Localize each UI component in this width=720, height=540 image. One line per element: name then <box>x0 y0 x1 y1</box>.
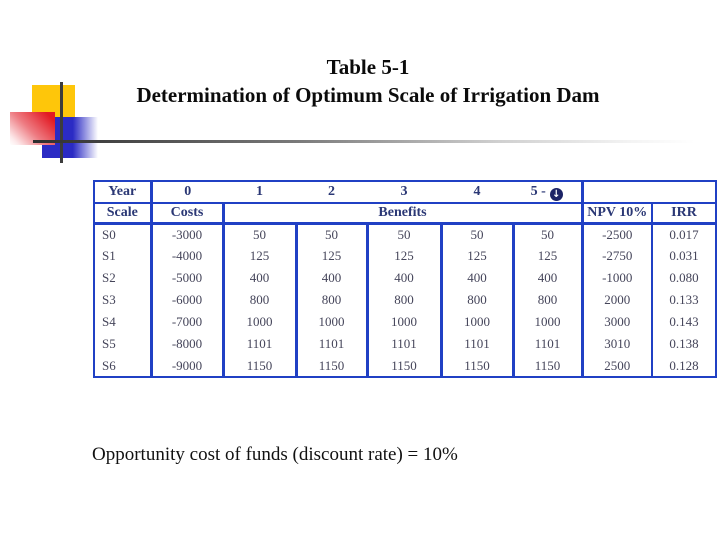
benefit-cell: 1101 <box>296 333 369 355</box>
benefit-cell: 50 <box>513 223 584 245</box>
benefit-cell: 125 <box>296 245 369 267</box>
costs-cell: -8000 <box>151 333 225 355</box>
scale-cell: S3 <box>94 289 153 311</box>
table-row: S4 -7000 1000 1000 1000 1000 1000 3000 0.143 <box>94 311 716 333</box>
benefit-cell: 800 <box>441 289 515 311</box>
benefit-cell: 800 <box>223 289 298 311</box>
header-year-label: Year <box>94 181 153 204</box>
benefit-cell: 1101 <box>513 333 584 355</box>
scale-cell: S5 <box>94 333 153 355</box>
costs-cell: -7000 <box>151 311 225 333</box>
table-row: S5 -8000 1101 1101 1101 1101 1101 3010 0.138 <box>94 333 716 355</box>
benefit-cell: 400 <box>441 267 515 289</box>
benefit-cell: 125 <box>223 245 298 267</box>
scale-cell: S6 <box>94 355 153 377</box>
costs-cell: -9000 <box>151 355 225 377</box>
irrigation-dam-table: Year 0 1 2 3 4 5 - Scale Costs Benefits … <box>93 180 717 378</box>
divider-line <box>33 140 695 143</box>
benefit-cell: 1000 <box>513 311 584 333</box>
table-header-labels: Scale Costs Benefits NPV 10% IRR <box>94 203 716 225</box>
header-scale: Scale <box>94 203 153 225</box>
benefit-cell: 800 <box>513 289 584 311</box>
costs-cell: -5000 <box>151 267 225 289</box>
table-row: S2 -5000 400 400 400 400 400 -1000 0.080 <box>94 267 716 289</box>
benefit-cell: 400 <box>296 267 369 289</box>
table-body: Year 0 1 2 3 4 5 - Scale Costs Benefits … <box>94 181 716 377</box>
benefit-cell: 1000 <box>223 311 298 333</box>
benefit-cell: 1150 <box>223 355 298 377</box>
decor-red-square <box>10 112 55 145</box>
irr-cell: 0.133 <box>669 292 699 307</box>
title-line-2: Determination of Optimum Scale of Irriga… <box>136 83 600 107</box>
benefit-cell: 1150 <box>296 355 369 377</box>
decor-vertical-line <box>60 82 63 163</box>
npv-cell: -2500 <box>582 223 653 245</box>
table-row: S6 -9000 1150 1150 1150 1150 1150 2500 0.128 <box>94 355 716 377</box>
benefit-cell: 1150 <box>441 355 515 377</box>
benefit-cell: 800 <box>367 289 443 311</box>
title-line-1: Table 5-1 <box>326 55 410 79</box>
header-benefits: Benefits <box>223 203 584 225</box>
benefit-cell: 50 <box>441 223 515 245</box>
header-year-2: 2 <box>296 181 367 204</box>
benefit-cell: 1101 <box>223 333 298 355</box>
npv-cell: 2500 <box>582 355 653 377</box>
benefit-cell: 1000 <box>441 311 515 333</box>
benefit-cell: 1150 <box>513 355 584 377</box>
benefit-cell: 800 <box>296 289 369 311</box>
slide-caption: Opportunity cost of funds (discount rate… <box>92 444 458 465</box>
irr-cell: 0.031 <box>669 248 699 263</box>
scale-cell: S0 <box>94 223 153 245</box>
benefit-cell: 400 <box>513 267 584 289</box>
benefit-cell: 1150 <box>367 355 443 377</box>
irr-cell: 0.017 <box>669 226 699 242</box>
benefit-cell: 50 <box>367 223 443 245</box>
irr-cell: 0.080 <box>669 270 699 285</box>
costs-cell: -4000 <box>151 245 225 267</box>
npv-cell: 3010 <box>582 333 653 355</box>
header-costs: Costs <box>151 203 225 225</box>
benefit-cell: 1101 <box>441 333 515 355</box>
header-year-5: 5 - <box>513 181 584 204</box>
header-year-1: 1 <box>223 181 296 204</box>
table-header-years: Year 0 1 2 3 4 5 - <box>94 181 716 204</box>
npv-cell: 2000 <box>582 289 653 311</box>
benefit-cell: 1000 <box>367 311 443 333</box>
benefit-cell: 1000 <box>296 311 369 333</box>
irr-cell: 0.143 <box>669 314 699 329</box>
benefit-cell: 50 <box>296 223 369 245</box>
benefit-cell: 125 <box>367 245 443 267</box>
circled-down-arrow-icon <box>549 187 563 201</box>
slide-title: Table 5-1 Determination of Optimum Scale… <box>52 53 684 109</box>
benefit-cell: 125 <box>513 245 584 267</box>
scale-cell: S2 <box>94 267 153 289</box>
header-year-5-label: 5 - <box>530 183 546 199</box>
header-empty-cell <box>582 181 716 204</box>
table-row: S0 -3000 50 50 50 50 50 -2500 0.017 <box>94 223 716 245</box>
scale-cell: S1 <box>94 245 153 267</box>
npv-cell: 3000 <box>582 311 653 333</box>
benefit-cell: 50 <box>223 223 298 245</box>
header-npv: NPV 10% <box>582 203 653 225</box>
header-irr: IRR <box>652 203 716 225</box>
header-year-0: 0 <box>151 181 223 204</box>
costs-cell: -6000 <box>151 289 225 311</box>
costs-cell: -3000 <box>151 223 225 245</box>
table-row: S1 -4000 125 125 125 125 125 -2750 0.031 <box>94 245 716 267</box>
benefit-cell: 400 <box>367 267 443 289</box>
table-row: S3 -6000 800 800 800 800 800 2000 0.133 <box>94 289 716 311</box>
benefit-cell: 400 <box>223 267 298 289</box>
scale-cell: S4 <box>94 311 153 333</box>
npv-cell: -2750 <box>582 245 653 267</box>
irr-cell: 0.128 <box>669 357 699 373</box>
benefit-cell: 1101 <box>367 333 443 355</box>
irr-cell: 0.138 <box>669 336 699 351</box>
header-year-3: 3 <box>367 181 441 204</box>
header-year-4: 4 <box>441 181 513 204</box>
benefit-cell: 125 <box>441 245 515 267</box>
npv-cell: -1000 <box>582 267 653 289</box>
